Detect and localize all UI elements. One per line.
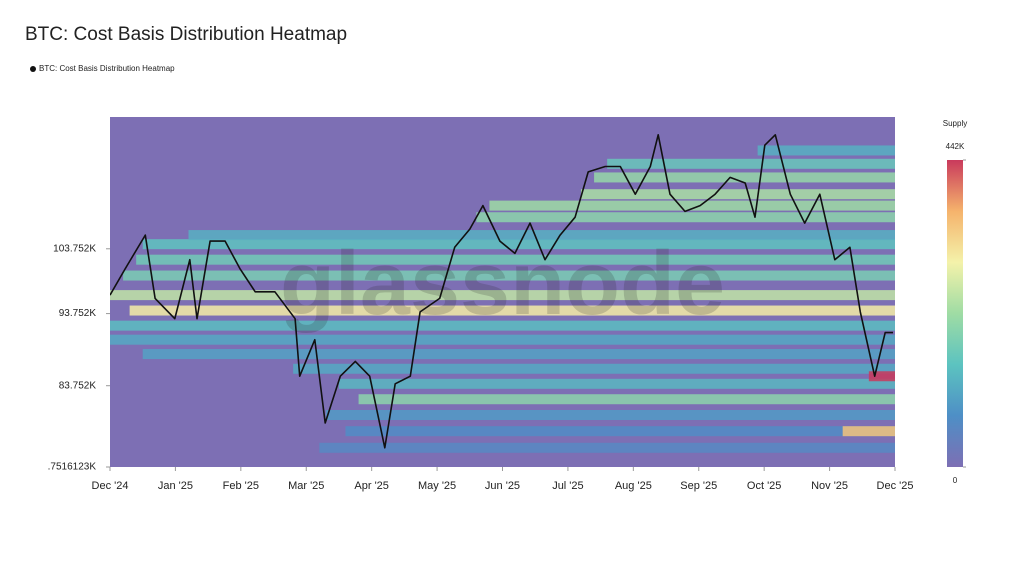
x-tick-label: Nov '25 <box>811 480 848 492</box>
heatmap-band <box>319 442 895 453</box>
heatmap-band <box>136 254 895 265</box>
heatmap-band <box>489 200 895 211</box>
heatmap-band <box>868 371 895 382</box>
x-tick-label: Sep '25 <box>680 480 717 492</box>
colorbar-tick-label: 442K <box>946 142 965 151</box>
heatmap-band <box>293 363 895 374</box>
plot-area: glassnode <box>110 117 895 467</box>
x-tick-label: Jul '25 <box>552 480 583 492</box>
x-tick-label: Aug '25 <box>615 480 652 492</box>
heatmap-band <box>338 378 895 389</box>
x-tick-label: Jun '25 <box>485 480 520 492</box>
x-tick-label: Oct '25 <box>747 480 782 492</box>
chart-title: BTC: Cost Basis Distribution Heatmap <box>25 24 347 45</box>
x-tick-label: Feb '25 <box>223 480 259 492</box>
watermark: glassnode <box>280 234 725 334</box>
heatmap-band <box>110 334 895 345</box>
x-tick-label: Mar '25 <box>288 480 324 492</box>
y-tick-label: 103.752K <box>53 243 96 254</box>
heatmap-band <box>842 426 895 437</box>
heatmap-band <box>607 158 895 169</box>
colorbar <box>947 160 963 467</box>
heatmap-band <box>757 145 895 156</box>
x-tick-label: Dec '24 <box>92 480 129 492</box>
heatmap-band <box>358 394 895 405</box>
heatmap-band <box>110 320 895 331</box>
heatmap-band <box>594 172 895 183</box>
colorbar-tick-label: 0 <box>953 476 958 485</box>
x-tick-label: Dec '25 <box>877 480 914 492</box>
y-tick-label: .7516123K <box>48 462 97 473</box>
heatmap-band <box>325 410 895 421</box>
heatmap-band <box>123 270 895 281</box>
legend-label: BTC: Cost Basis Distribution Heatmap <box>39 64 175 73</box>
colorbar-title: Supply <box>943 119 967 128</box>
heatmap-band <box>188 230 895 241</box>
x-tick-label: May '25 <box>418 480 456 492</box>
heatmap-band <box>142 349 895 360</box>
legend-marker <box>30 66 36 72</box>
y-tick-label: 83.752K <box>59 380 97 391</box>
heatmap-band <box>129 305 895 316</box>
price-line <box>110 134 893 449</box>
x-tick-label: Jan '25 <box>158 480 193 492</box>
heatmap-band <box>476 212 895 223</box>
y-tick-label: 93.752K <box>59 308 97 319</box>
heatmap-band <box>345 426 895 437</box>
heatmap-band <box>110 290 895 301</box>
heatmap-band <box>581 189 895 200</box>
x-tick-label: Apr '25 <box>354 480 389 492</box>
